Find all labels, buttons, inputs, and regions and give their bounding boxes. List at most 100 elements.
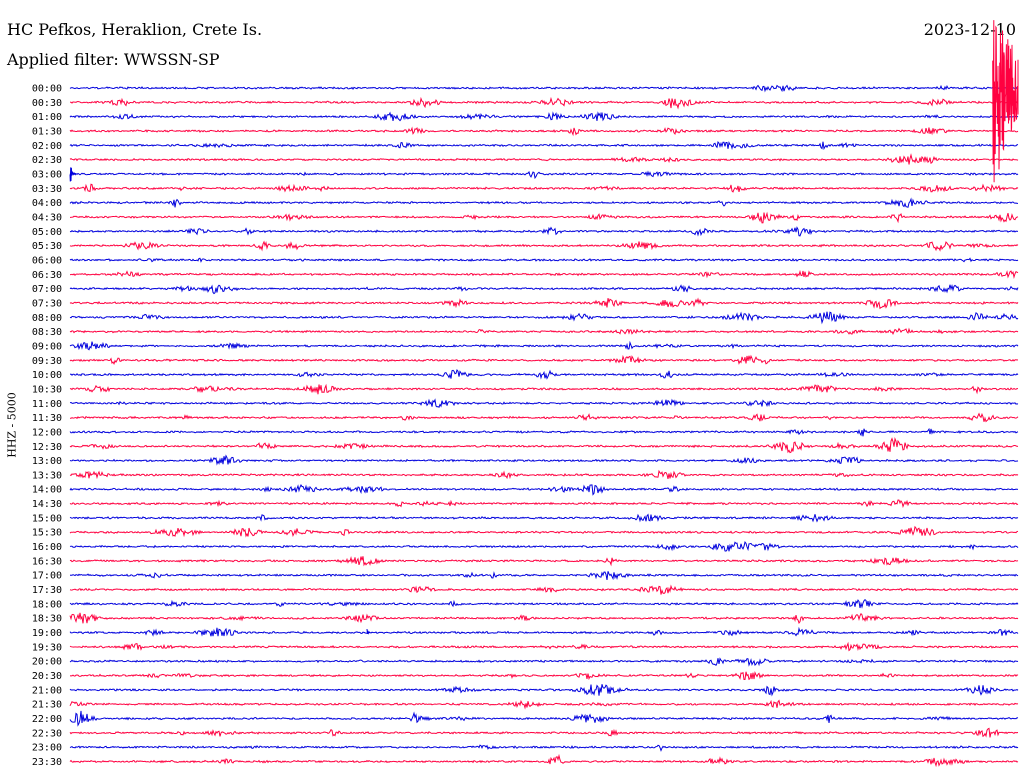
trace-row-0800 [69,311,1019,325]
time-label-2100: 21:00 [32,685,62,696]
trace-row-1500 [69,513,1019,523]
event-trace-1 [366,628,370,635]
trace-row-2230 [69,727,1019,738]
trace-row-1430 [69,499,1019,509]
time-label-1700: 17:00 [32,571,62,582]
trace-row-1530 [69,525,1019,538]
trace-row-1600 [69,540,1019,552]
trace-row-1800 [69,598,1019,609]
trace-row-0430 [69,211,1019,224]
trace-row-0300 [69,170,1019,180]
time-label-0230: 02:30 [32,155,62,166]
time-label-0300: 03:00 [32,169,62,180]
trace-row-2200 [69,710,1019,727]
event-trace-0 [69,167,77,182]
trace-row-0030 [69,96,1019,110]
trace-row-1330 [69,469,1019,480]
seismogram-traces [69,20,1019,768]
trace-row-1000 [69,369,1019,380]
time-axis-labels: 00:00 00:30 01:00 01:30 02:00 02:30 03:00 03:30… [32,84,62,769]
trace-row-0530 [69,240,1019,252]
time-label-1930: 19:30 [32,642,62,653]
trace-row-1700 [69,571,1019,581]
time-label-2000: 20:00 [32,657,62,668]
trace-row-1100 [69,398,1019,408]
time-label-2130: 21:30 [32,700,62,711]
time-label-1430: 14:30 [32,499,62,510]
time-label-0330: 03:30 [32,184,62,195]
time-label-1400: 14:00 [32,485,62,496]
trace-row-0600 [69,257,1019,263]
trace-row-0100 [69,111,1019,122]
time-label-1600: 16:00 [32,542,62,553]
trace-row-2000 [69,657,1019,667]
time-label-2300: 23:00 [32,743,62,754]
trace-row-2330 [69,753,1019,768]
event-trace-2 [992,20,1019,183]
time-label-0800: 08:00 [32,313,62,324]
trace-row-1930 [69,641,1019,652]
trace-row-1900 [69,626,1019,637]
time-label-1800: 18:00 [32,599,62,610]
trace-row-1230 [69,437,1019,454]
time-label-1030: 10:30 [32,384,62,395]
date-label: 2023-12-10 [923,20,1016,39]
time-label-0130: 01:30 [32,126,62,137]
time-label-2330: 23:30 [32,757,62,768]
time-label-0900: 09:00 [32,341,62,352]
time-label-1900: 19:00 [32,628,62,639]
time-label-1130: 11:30 [32,413,62,424]
trace-row-1300 [69,454,1019,466]
time-label-1500: 15:00 [32,513,62,524]
time-label-0100: 01:00 [32,112,62,123]
trace-row-0330 [69,183,1019,193]
trace-row-1730 [69,584,1019,595]
time-label-0430: 04:30 [32,212,62,223]
trace-row-0630 [69,269,1019,279]
filter-label: Applied filter: WWSSN-SP [7,50,220,69]
time-label-0000: 00:00 [32,84,62,95]
time-label-0930: 09:30 [32,356,62,367]
trace-row-0130 [69,126,1019,137]
trace-row-1830 [69,612,1019,624]
time-label-1830: 18:30 [32,614,62,625]
trace-row-0200 [69,141,1019,151]
trace-row-1030 [69,383,1019,395]
time-label-2030: 20:30 [32,671,62,682]
time-label-1230: 12:30 [32,442,62,453]
trace-row-1400 [69,484,1019,496]
time-label-1200: 12:00 [32,427,62,438]
time-label-1730: 17:30 [32,585,62,596]
trace-row-0930 [69,354,1019,366]
time-label-0030: 00:30 [32,98,62,109]
trace-row-1130 [69,412,1019,423]
time-label-2200: 22:00 [32,714,62,725]
trace-row-2300 [69,744,1019,752]
time-label-0200: 02:00 [32,141,62,152]
time-label-1300: 13:00 [32,456,62,467]
time-label-0630: 06:30 [32,270,62,281]
time-label-0500: 05:00 [32,227,62,238]
trace-row-0830 [69,327,1019,336]
time-label-2230: 22:30 [32,728,62,739]
time-label-1000: 10:00 [32,370,62,381]
trace-row-0000 [69,84,1019,93]
trace-row-0400 [69,197,1019,208]
trace-row-0230 [69,153,1019,165]
time-label-1330: 13:30 [32,470,62,481]
trace-row-0900 [69,340,1019,351]
trace-row-2100 [69,684,1019,697]
time-label-1630: 16:30 [32,556,62,567]
trace-row-0500 [69,226,1019,237]
time-label-0830: 08:30 [32,327,62,338]
time-label-0700: 07:00 [32,284,62,295]
time-label-0730: 07:30 [32,298,62,309]
trace-row-0700 [69,284,1019,295]
trace-row-0730 [69,297,1019,310]
trace-row-1630 [69,556,1019,567]
time-label-1530: 15:30 [32,528,62,539]
trace-row-1200 [69,427,1019,437]
time-label-1100: 11:00 [32,399,62,410]
trace-row-2130 [69,699,1019,710]
